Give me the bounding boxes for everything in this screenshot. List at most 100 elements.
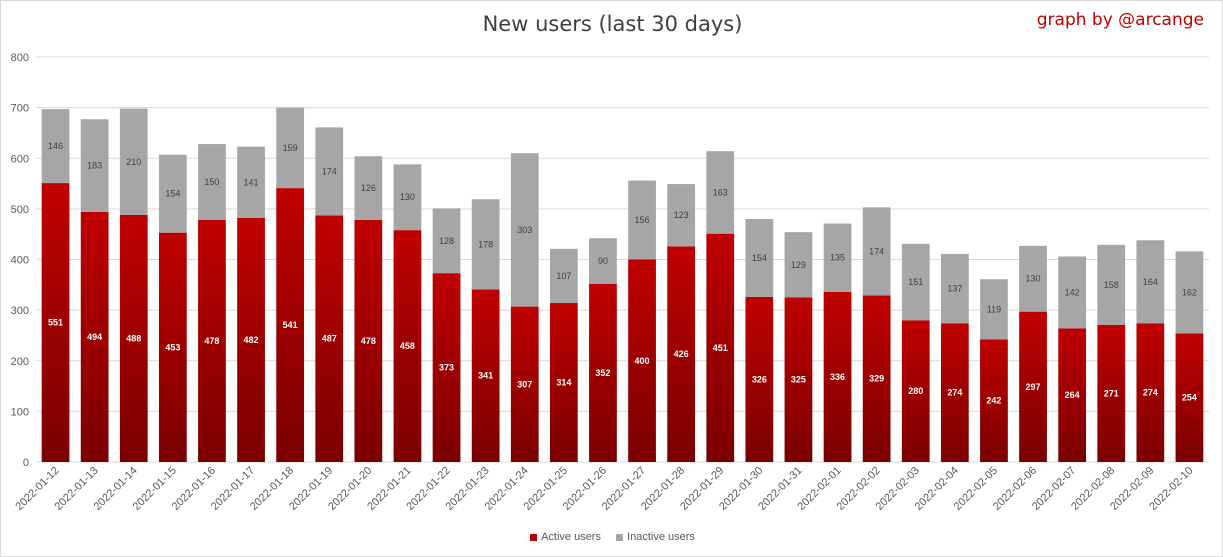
bar-active — [1136, 323, 1165, 462]
y-tick-label: 100 — [11, 406, 29, 418]
bar-active — [589, 283, 617, 462]
bar-active — [158, 232, 187, 462]
bar-inactive — [237, 146, 265, 218]
bar-active — [1175, 333, 1204, 462]
bar-active — [510, 306, 539, 462]
data-label-active: 451 — [713, 343, 728, 353]
legend-item-inactive: Inactive users — [616, 531, 695, 543]
data-label-active: 458 — [400, 341, 415, 351]
bar-inactive — [901, 243, 930, 321]
bar-inactive — [589, 238, 617, 284]
data-label-inactive: 178 — [478, 239, 493, 249]
data-label-active: 400 — [635, 356, 650, 366]
data-label-active: 325 — [791, 375, 806, 385]
data-label-inactive: 137 — [947, 284, 962, 294]
chart-legend: Active users Inactive users — [1, 531, 1223, 544]
data-label-inactive: 162 — [1182, 287, 1197, 297]
y-tick-label: 500 — [11, 204, 29, 216]
data-label-inactive: 154 — [165, 189, 180, 199]
data-label-inactive: 303 — [517, 225, 532, 235]
legend-swatch-active — [530, 533, 538, 541]
data-label-inactive: 146 — [48, 141, 63, 151]
data-label-inactive: 174 — [322, 166, 337, 176]
legend-item-active: Active users — [530, 531, 601, 543]
bar-active — [41, 183, 70, 462]
data-label-active: 352 — [595, 368, 610, 378]
bar-inactive — [315, 127, 344, 216]
data-label-inactive: 163 — [713, 187, 728, 197]
bar-inactive — [198, 144, 226, 221]
bar-inactive — [471, 199, 500, 290]
data-label-inactive: 158 — [1104, 280, 1119, 290]
bar-active — [276, 188, 305, 462]
chart-credit: graph by @arcange — [1036, 10, 1204, 30]
bar-active — [1058, 328, 1087, 462]
bar-inactive — [980, 279, 1008, 340]
bar-inactive — [862, 207, 891, 296]
bar-inactive — [784, 232, 813, 298]
data-label-inactive: 142 — [1065, 287, 1080, 297]
bar-active — [119, 214, 148, 462]
data-label-inactive: 135 — [830, 253, 845, 263]
data-label-active: 271 — [1104, 388, 1119, 398]
bar-active — [237, 217, 265, 462]
data-label-active: 329 — [869, 374, 884, 384]
y-tick-label: 300 — [11, 305, 29, 317]
bar-active — [667, 246, 696, 462]
data-label-inactive: 210 — [126, 157, 141, 167]
data-label-inactive: 141 — [244, 177, 259, 187]
legend-label-active: Active users — [541, 531, 601, 543]
bar-inactive — [628, 180, 656, 260]
y-tick-label: 800 — [11, 52, 29, 64]
legend-swatch-inactive — [616, 533, 624, 541]
y-tick-label: 700 — [11, 103, 29, 115]
legend-label-inactive: Inactive users — [627, 531, 695, 543]
bar-inactive — [745, 219, 774, 297]
data-label-active: 336 — [830, 372, 845, 382]
data-label-inactive: 107 — [556, 271, 571, 281]
bar-active — [628, 259, 656, 462]
bar-active — [198, 220, 226, 462]
data-label-active: 264 — [1065, 390, 1080, 400]
y-tick-label: 0 — [23, 457, 29, 469]
data-label-inactive: 150 — [204, 177, 219, 187]
bar-inactive — [1136, 240, 1165, 324]
bar-active — [1097, 324, 1126, 462]
bar-active — [901, 320, 930, 462]
bar-active — [471, 289, 500, 462]
bar-inactive — [41, 109, 70, 184]
data-label-inactive: 151 — [908, 277, 923, 287]
bar-inactive — [432, 208, 461, 274]
data-label-inactive: 164 — [1143, 277, 1158, 287]
bar-inactive — [393, 164, 422, 231]
y-tick-label: 200 — [11, 356, 29, 368]
bar-inactive — [1058, 256, 1087, 329]
data-label-active: 453 — [165, 342, 180, 352]
data-label-inactive: 156 — [635, 215, 650, 225]
data-label-active: 274 — [947, 388, 962, 398]
bar-active — [549, 303, 578, 462]
bar-inactive — [823, 223, 852, 292]
bar-active — [823, 291, 852, 462]
data-label-active: 326 — [752, 374, 767, 384]
bar-active — [432, 273, 461, 462]
data-label-active: 242 — [986, 396, 1001, 406]
data-label-active: 274 — [1143, 388, 1158, 398]
data-label-inactive: 119 — [987, 304, 1001, 314]
data-label-inactive: 130 — [400, 192, 415, 202]
data-label-inactive: 183 — [87, 161, 102, 171]
bar-active — [940, 323, 969, 462]
bar-active — [393, 230, 422, 462]
bar-inactive — [549, 248, 578, 304]
bar-inactive — [706, 151, 735, 234]
data-label-inactive: 130 — [1026, 274, 1041, 284]
data-label-active: 426 — [674, 349, 689, 359]
data-label-inactive: 128 — [439, 236, 454, 246]
bar-inactive — [80, 119, 109, 212]
bar-active — [980, 339, 1008, 462]
bar-active — [80, 211, 109, 462]
data-label-active: 478 — [204, 336, 219, 346]
data-label-inactive: 126 — [361, 183, 376, 193]
